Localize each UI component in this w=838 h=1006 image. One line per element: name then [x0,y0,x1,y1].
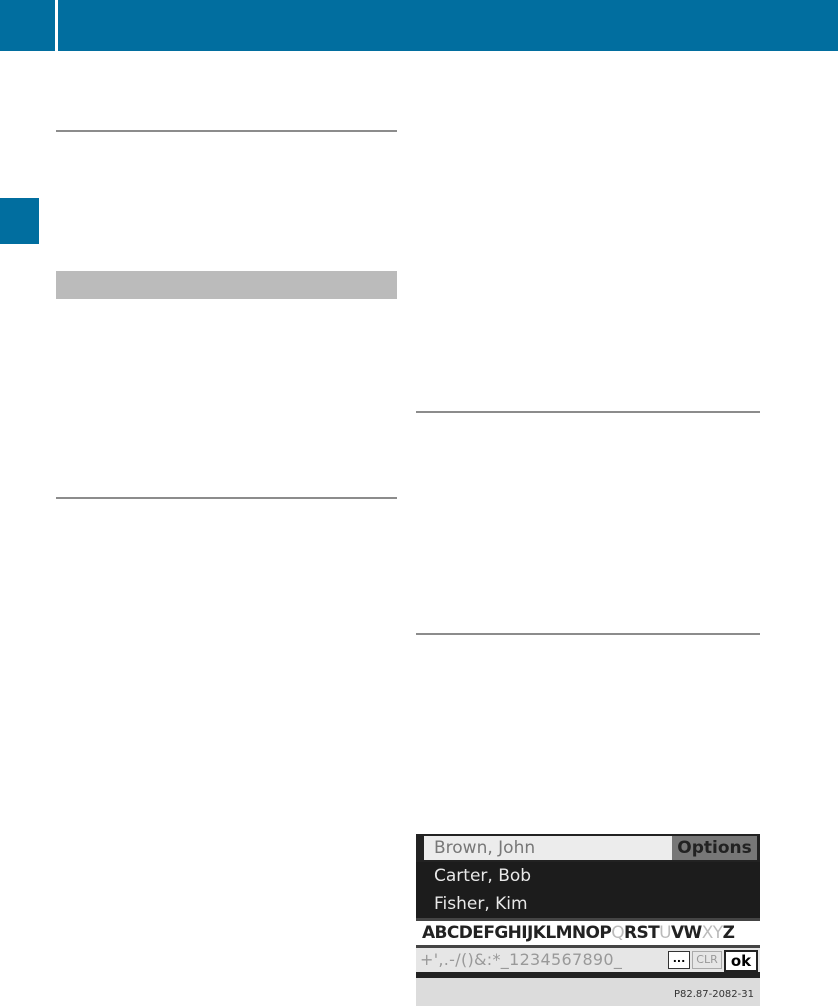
search-input[interactable]: Brown, John [424,836,672,860]
letter-keys-disabled: U [659,923,671,943]
chapter-tab [0,198,39,244]
letter-keys[interactable]: RST [624,923,660,943]
figure-code: P82.87-2082-31 [673,989,754,1000]
symbol-keys[interactable]: +',.-/()&:*_1234567890_ [420,950,623,969]
letter-keys[interactable]: Z [722,923,735,943]
section-divider [56,130,397,132]
letter-keys-disabled: Q [611,923,625,943]
options-button[interactable]: Options [672,836,757,860]
section-divider [416,633,760,635]
phonebook-screen: Brown, John Options Carter, Bob Fisher, … [416,834,760,1006]
header-tab [0,0,55,51]
section-divider [416,411,760,413]
ok-button[interactable]: ok [724,950,758,972]
section-bar [56,271,397,299]
section-divider [56,497,397,499]
letter-keys[interactable]: VW [671,923,702,943]
letter-keys-disabled: XY [701,923,723,943]
list-item[interactable]: Fisher, Kim [434,894,528,914]
list-item[interactable]: Carter, Bob [434,866,532,886]
clr-button[interactable]: CLR [692,951,722,969]
header-bar [58,0,838,51]
more-button[interactable]: ... [668,951,690,969]
letter-keys[interactable]: ABCDEFGHIJKLMNOP [422,923,612,943]
alphabet-row[interactable]: ABCDEFGHIJKLMNOPQRSTUVWXYZ [416,921,760,945]
